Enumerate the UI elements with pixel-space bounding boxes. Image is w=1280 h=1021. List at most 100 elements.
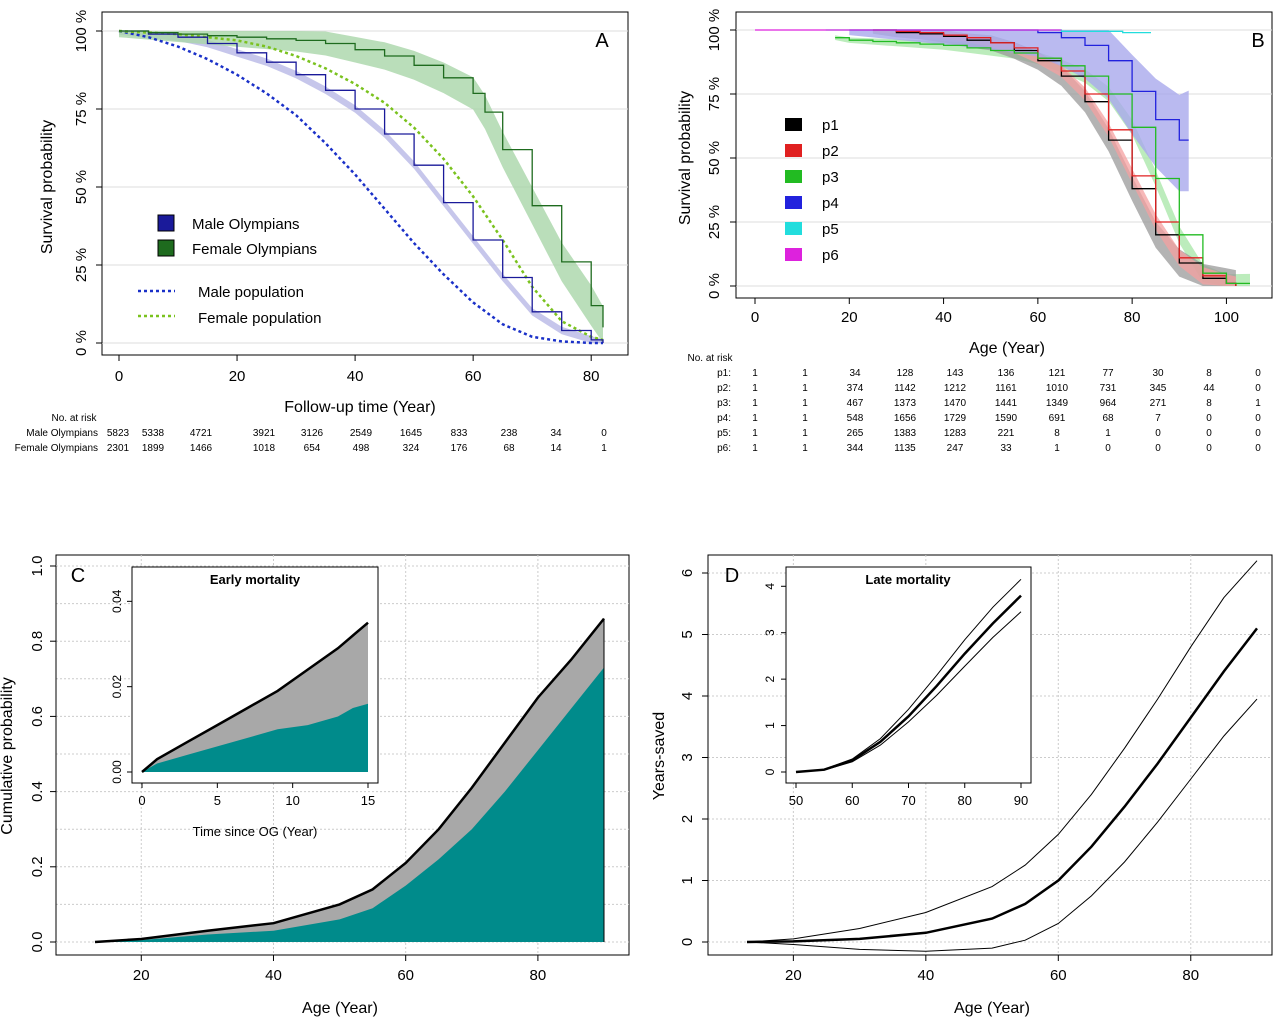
y-tick-label: 6 — [679, 569, 696, 577]
risk-cell: 1 — [752, 383, 758, 394]
legend-swatch — [785, 248, 802, 261]
risk-cell: 1899 — [142, 443, 165, 454]
x-axis-label: Age (Year) — [302, 1000, 378, 1017]
risk-cell: 1 — [752, 443, 758, 454]
y-tick-label: 3 — [679, 753, 696, 761]
risk-cell: 498 — [353, 443, 370, 454]
y-tick-label: 4 — [679, 692, 696, 700]
inset-y-tick-label: 4 — [763, 583, 777, 590]
panel-letter: D — [725, 565, 739, 587]
inset-y-tick-label: 1 — [763, 722, 777, 729]
lower-bound-line — [746, 698, 1258, 952]
risk-cell: 121 — [1049, 368, 1066, 379]
y-tick-label: 5 — [679, 630, 696, 638]
risk-cell: 1373 — [894, 398, 917, 409]
y-tick-label: 0.0 — [29, 932, 46, 953]
x-tick-label: 80 — [1182, 967, 1199, 984]
y-tick-label: 75 % — [73, 92, 90, 126]
teal-area — [95, 667, 604, 942]
inset-x-tick-label: 10 — [285, 793, 299, 808]
risk-cell: 7 — [1155, 413, 1161, 424]
risk-cell: 833 — [451, 428, 468, 439]
legend-label: Female Olympians — [192, 241, 317, 258]
x-tick-label: 0 — [751, 309, 759, 326]
inset-estimate-line — [795, 594, 1022, 774]
risk-cell: 374 — [847, 383, 864, 394]
legend-label: Male population — [198, 284, 304, 301]
risk-cell: 1 — [752, 428, 758, 439]
risk-cell: 77 — [1102, 368, 1114, 379]
x-tick-label: 60 — [1030, 309, 1047, 326]
risk-cell: 0 — [1105, 443, 1111, 454]
risk-cell: 1590 — [995, 413, 1018, 424]
y-tick-label: 25 % — [73, 248, 90, 282]
risk-cell: 265 — [847, 428, 864, 439]
risk-cell: 8 — [1206, 398, 1212, 409]
risk-cell: 34 — [849, 368, 861, 379]
legend-swatch — [785, 170, 802, 183]
legend-swatch — [785, 118, 802, 131]
risk-cell: 964 — [1100, 398, 1117, 409]
y-axis-label: Survival probability — [39, 120, 56, 254]
y-tick-label: 100 % — [706, 9, 723, 52]
x-tick-label: 40 — [917, 967, 934, 984]
risk-cell: 0 — [1206, 443, 1212, 454]
x-tick-label: 40 — [347, 368, 364, 385]
risk-cell: 44 — [1203, 383, 1215, 394]
risk-cell: 1 — [1105, 428, 1111, 439]
risk-cell: 143 — [947, 368, 964, 379]
panel-letter: A — [595, 30, 609, 52]
risk-cell: 1 — [1255, 398, 1261, 409]
risk-cell: 176 — [451, 443, 468, 454]
risk-cell: 467 — [847, 398, 864, 409]
risk-cell: 0 — [1255, 428, 1261, 439]
risk-cell: 548 — [847, 413, 864, 424]
risk-row-label: p1: — [717, 368, 731, 379]
x-tick-label: 40 — [265, 967, 282, 984]
upper-bound-line — [746, 560, 1258, 943]
p1-band — [872, 30, 1236, 286]
legend-label: p1 — [822, 117, 839, 134]
risk-cell: 1010 — [1046, 383, 1069, 394]
risk-cell: 0 — [1255, 443, 1261, 454]
risk-cell: 1 — [752, 413, 758, 424]
risk-cell: 1161 — [995, 383, 1017, 394]
risk-cell: 271 — [1150, 398, 1167, 409]
risk-cell: 731 — [1100, 383, 1117, 394]
risk-cell: 0 — [1255, 413, 1261, 424]
y-tick-label: 0.2 — [29, 856, 46, 877]
legend-label: p2 — [822, 143, 839, 160]
p2-line — [872, 29, 1237, 286]
risk-cell: 1656 — [894, 413, 917, 424]
x-axis-label: Age (Year) — [969, 340, 1045, 357]
y-tick-label: 75 % — [706, 77, 723, 111]
inset-y-tick-label: 0.00 — [110, 760, 124, 784]
risk-cell: 344 — [847, 443, 864, 454]
legend-swatch — [785, 222, 802, 235]
cumulative-line — [94, 617, 605, 944]
y-tick-label: 2 — [679, 815, 696, 823]
p4-band — [849, 30, 1189, 192]
risk-cell: 34 — [550, 428, 562, 439]
risk-cell: 0 — [1206, 413, 1212, 424]
y-axis-label: Years-saved — [651, 712, 668, 800]
risk-cell: 1470 — [944, 398, 967, 409]
risk-cell: 128 — [897, 368, 914, 379]
y-tick-label: 0.8 — [29, 631, 46, 652]
y-tick-label: 100 % — [73, 10, 90, 53]
legend-label: p4 — [822, 195, 839, 212]
risk-row-label: p5: — [717, 428, 731, 439]
x-tick-label: 20 — [841, 309, 858, 326]
legend-label: p5 — [822, 221, 839, 238]
risk-cell: 68 — [503, 443, 515, 454]
risk-cell: 324 — [403, 443, 420, 454]
x-tick-label: 20 — [133, 967, 150, 984]
inset-y-tick-label: 0 — [763, 768, 777, 775]
risk-cell: 0 — [601, 428, 607, 439]
legend-swatch — [157, 239, 175, 257]
inset-x-tick-label: 50 — [789, 793, 803, 808]
x-tick-label: 0 — [115, 368, 123, 385]
